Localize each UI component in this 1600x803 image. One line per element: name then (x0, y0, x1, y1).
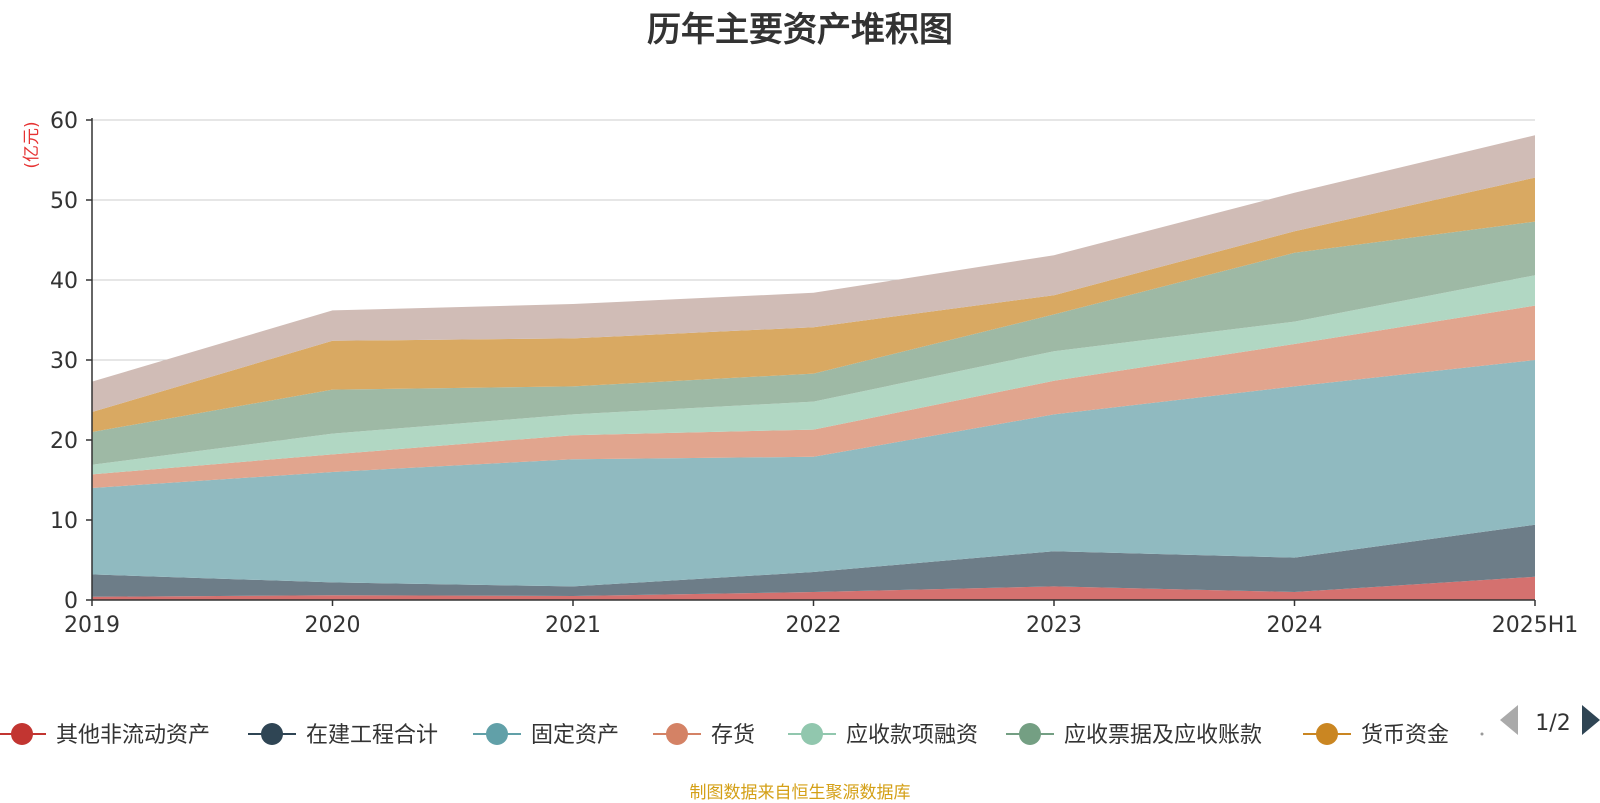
y-tick-label: 50 (50, 189, 78, 214)
legend-label: 货币资金 (1361, 723, 1449, 748)
legend-label: 应收票据及应收账款 (1064, 723, 1262, 748)
legend[interactable]: 其他非流动资产 在建工程合计 固定资产 存货 应收款项融资 应收票据及应收账款 货币资金 (0, 723, 1484, 748)
legend-label: 存货 (711, 723, 755, 748)
legend-overflow-dot (1480, 732, 1484, 736)
area-series-4 (92, 305, 1535, 488)
y-tick-label: 30 (50, 349, 78, 374)
legend-item-5[interactable]: 应收款项融资 (788, 723, 978, 748)
x-tick-label: 2024 (1267, 613, 1323, 638)
legend-item-7[interactable]: 货币资金 (1303, 723, 1449, 748)
legend-item-3[interactable]: 固定资产 (473, 723, 619, 748)
y-tick-label: 40 (50, 269, 78, 294)
x-tick-label: 2023 (1026, 613, 1082, 638)
legend-circle-marker (801, 723, 823, 745)
legend-circle-marker (1019, 723, 1041, 745)
legend-label: 应收款项融资 (846, 723, 978, 748)
y-axis-unit-label: (亿元) (22, 121, 42, 168)
y-tick-label: 20 (50, 429, 78, 454)
legend-circle-marker (1316, 723, 1338, 745)
legend-page-indicator: 1/2 (1535, 711, 1570, 736)
legend-label: 其他非流动资产 (56, 723, 210, 748)
chart-title: 历年主要资产堆积图 (647, 10, 953, 50)
legend-pager: 1/2 (1500, 705, 1600, 736)
legend-circle-marker (486, 723, 508, 745)
x-tick-label: 2019 (64, 613, 120, 638)
area-series-2 (92, 524, 1535, 597)
area-series-6 (92, 221, 1535, 465)
y-tick-label: 60 (50, 109, 78, 134)
axes: 0 10 20 30 40 50 60 2019 2020 2021 2022 2023 2024 202… (50, 109, 1578, 638)
area-series-3 (92, 360, 1535, 587)
legend-item-4[interactable]: 存货 (653, 723, 755, 748)
legend-circle-marker (261, 723, 283, 745)
next-page-icon[interactable] (1582, 705, 1600, 735)
x-tick-label: 2025H1 (1492, 613, 1579, 638)
prev-page-icon[interactable] (1500, 705, 1518, 735)
legend-label: 固定资产 (531, 723, 619, 748)
x-tick-label: 2022 (786, 613, 842, 638)
area-series-1 (92, 576, 1535, 600)
area-series-5 (92, 275, 1535, 475)
legend-item-2[interactable]: 在建工程合计 (248, 723, 438, 748)
legend-circle-marker (666, 723, 688, 745)
area-series-7 (92, 177, 1535, 432)
legend-item-6[interactable]: 应收票据及应收账款 (1006, 723, 1262, 748)
legend-item-1[interactable]: 其他非流动资产 (0, 723, 210, 748)
data-source-note: 制图数据来自恒生聚源数据库 (689, 783, 911, 803)
x-tick-label: 2020 (305, 613, 361, 638)
y-tick-label: 10 (50, 509, 78, 534)
legend-circle-marker (11, 723, 33, 745)
area-series-layer (92, 135, 1535, 600)
x-tick-label: 2021 (545, 613, 601, 638)
legend-label: 在建工程合计 (306, 723, 438, 748)
y-tick-label: 0 (64, 589, 78, 614)
